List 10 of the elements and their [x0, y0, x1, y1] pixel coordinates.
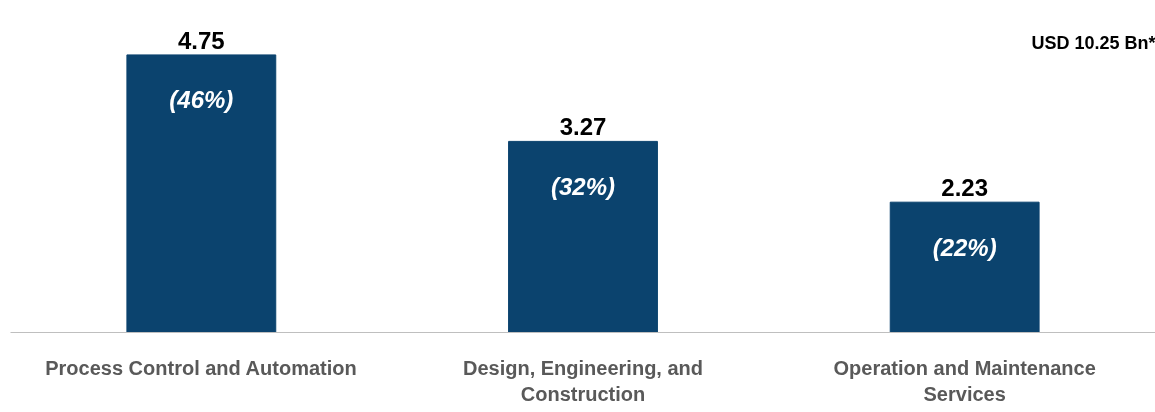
annotation: (46%)	[169, 86, 234, 114]
x-tick-label: Process Control and Automation	[45, 356, 357, 379]
data-label: 2.23	[941, 174, 989, 202]
text: USD 10.25 Bn*	[1031, 32, 1155, 53]
x-tick-label: Design, Engineering, and Construction	[462, 356, 704, 405]
data-label: 4.75	[177, 26, 225, 54]
annotation: (32%)	[550, 172, 616, 200]
x-tick-label: Operation and Maintenance Services	[833, 356, 1096, 405]
data-label: 3.27	[559, 113, 607, 141]
annotation: (22%)	[932, 233, 997, 261]
